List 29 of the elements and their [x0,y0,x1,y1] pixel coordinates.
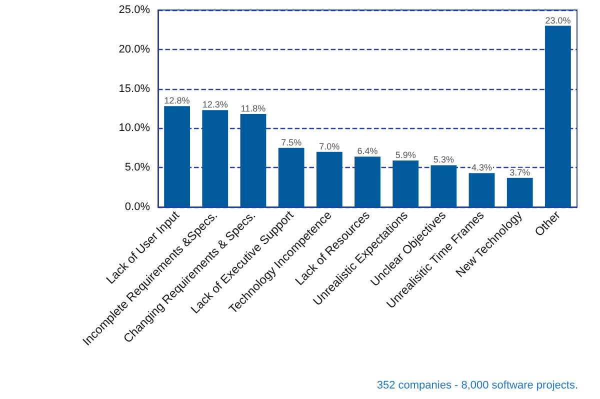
data-label: 3.7% [510,167,530,178]
bar [240,114,266,207]
y-tick-label: 10.0% [118,122,150,134]
bar [164,106,190,207]
y-tick-label: 25.0% [118,4,150,16]
data-label: 12.8% [164,96,190,106]
data-label: 11.8% [240,104,266,114]
bar [392,160,419,207]
data-label: 7.0% [319,141,340,152]
data-label: 12.3% [202,100,228,110]
text: 352 companies - 8,000 software projects. [376,380,578,392]
bar [316,152,342,207]
y-tick-label: 20.0% [118,43,150,56]
data-label: 7.5% [281,137,302,148]
data-label: 23.0% [545,15,571,26]
y-tick-label: 5.0% [124,162,150,174]
data-label: 5.9% [395,150,416,160]
bar [468,173,495,207]
bar [202,110,228,207]
data-label: 4.3% [472,162,492,173]
bar [506,178,533,207]
y-tick-label: 15.0% [118,82,150,95]
bar [278,148,304,207]
bar [354,156,380,207]
bar [545,26,571,207]
data-label: 5.3% [433,154,454,165]
data-label: 6.4% [357,146,378,156]
y-tick-label: 0.0% [124,201,150,213]
bar [430,165,457,207]
